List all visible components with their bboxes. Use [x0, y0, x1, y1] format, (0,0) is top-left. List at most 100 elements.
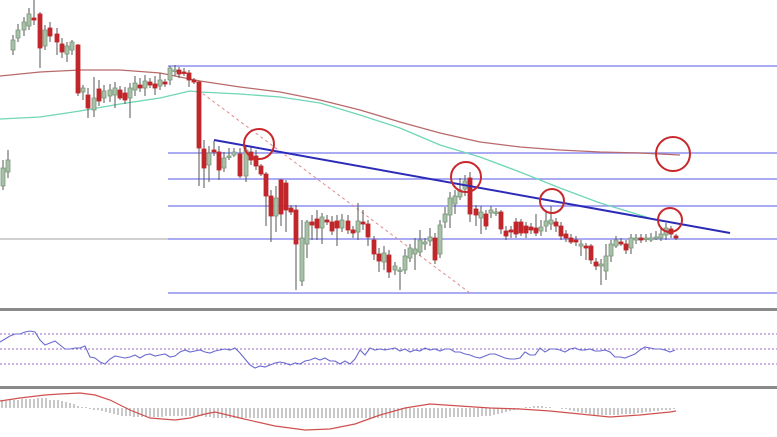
- candle: [498, 210, 504, 234]
- highlight-circles: [243, 128, 691, 233]
- candle: [548, 206, 554, 230]
- candle: [508, 226, 514, 238]
- candle: [54, 28, 60, 55]
- macd-signal-line: [0, 392, 677, 431]
- candle: [69, 40, 75, 55]
- candle: [5, 150, 11, 178]
- rsi-line: [0, 330, 676, 369]
- candle: [442, 207, 448, 228]
- candle: [152, 76, 158, 95]
- candle: [339, 214, 345, 232]
- candle: [31, 0, 37, 25]
- candle: [216, 146, 222, 180]
- candle: [304, 220, 310, 258]
- candle: [142, 75, 148, 96]
- candle: [407, 244, 413, 262]
- candle: [613, 236, 619, 248]
- candle: [221, 152, 227, 172]
- panel-separator-rsi[interactable]: [0, 308, 777, 311]
- candle: [132, 76, 138, 96]
- candle: [319, 213, 325, 244]
- candle: [211, 141, 217, 156]
- candle: [101, 85, 107, 103]
- candle: [237, 148, 243, 178]
- candle: [350, 226, 356, 238]
- candle: [360, 210, 366, 230]
- candle: [392, 262, 398, 275]
- candle: [0, 160, 6, 190]
- candle: [191, 78, 197, 84]
- highlight-circle: [655, 136, 691, 172]
- candle: [201, 140, 207, 188]
- candle: [528, 223, 534, 234]
- candle: [162, 79, 168, 87]
- candle: [288, 205, 294, 215]
- candle: [583, 243, 589, 260]
- candle: [365, 220, 371, 246]
- candle: [253, 150, 259, 170]
- candle: [278, 179, 284, 226]
- candle: [553, 218, 559, 232]
- candle: [21, 17, 27, 36]
- candle: [493, 208, 499, 216]
- candle: [467, 172, 473, 222]
- candle: [473, 205, 479, 226]
- candle: [355, 203, 361, 240]
- candle: [26, 8, 32, 30]
- candle: [186, 70, 192, 87]
- candle: [329, 216, 335, 235]
- candle: [268, 190, 274, 242]
- candle: [381, 246, 387, 270]
- candle: [231, 148, 237, 157]
- panel-separator-macd[interactable]: [0, 386, 777, 389]
- candle: [137, 78, 143, 92]
- candle: [324, 215, 330, 225]
- candle: [653, 231, 659, 240]
- candle: [283, 180, 289, 232]
- candle: [206, 146, 212, 182]
- candle: [593, 258, 599, 270]
- candle: [181, 68, 187, 76]
- candle: [47, 22, 53, 42]
- dashed-trendline: [197, 89, 471, 294]
- candle: [543, 212, 549, 232]
- candle: [10, 35, 16, 55]
- candle: [309, 215, 315, 240]
- candle: [59, 38, 65, 58]
- candle: [598, 259, 604, 285]
- candle: [568, 234, 574, 244]
- candle: [75, 44, 81, 96]
- candle: [452, 190, 458, 214]
- candle: [412, 238, 418, 270]
- candle: [299, 220, 305, 286]
- candle: [37, 12, 43, 68]
- candle: [122, 87, 128, 104]
- candle: [371, 236, 377, 260]
- candle: [573, 236, 579, 246]
- candle: [478, 206, 484, 234]
- candle: [503, 226, 509, 240]
- candle: [293, 205, 299, 290]
- highlight-circle: [657, 207, 683, 233]
- candle: [386, 250, 392, 278]
- candle: [603, 244, 609, 280]
- candle: [80, 85, 86, 100]
- candle: [437, 220, 443, 258]
- candle: [648, 233, 654, 242]
- highlight-circle: [539, 188, 565, 214]
- candle: [422, 238, 428, 250]
- candle: [427, 228, 433, 246]
- candle: [376, 248, 382, 272]
- candle: [578, 240, 584, 256]
- candle: [112, 82, 118, 108]
- rsi-panel: [0, 330, 777, 369]
- candle: [488, 206, 494, 218]
- macd-panel: [0, 392, 677, 431]
- candle: [334, 215, 340, 246]
- candle: [417, 230, 423, 256]
- candle: [397, 267, 403, 290]
- candle: [64, 42, 70, 62]
- candle: [523, 222, 529, 238]
